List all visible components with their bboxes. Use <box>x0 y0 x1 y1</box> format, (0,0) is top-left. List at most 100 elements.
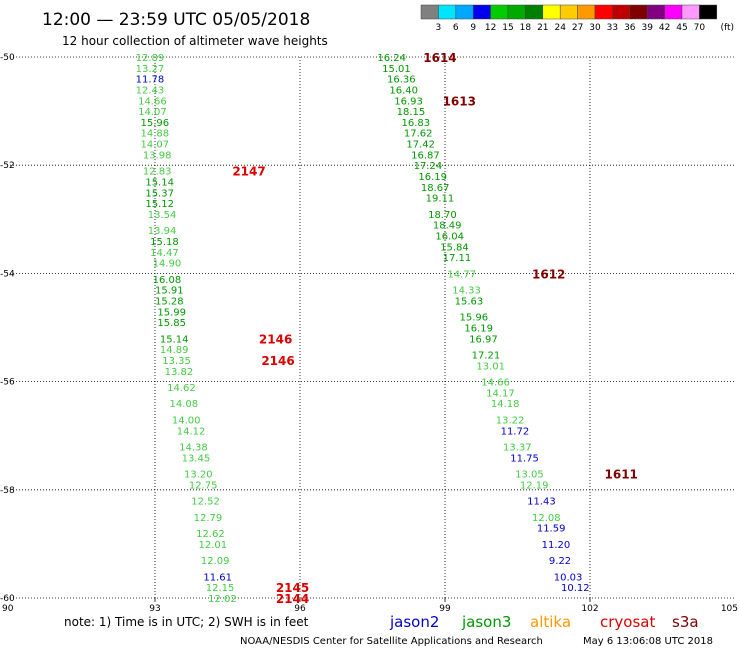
footer-note: note: 1) Time is in UTC; 2) SWH is in fe… <box>64 615 309 629</box>
swh-value: 16.97 <box>469 334 498 345</box>
colorbar-label: 6 <box>453 23 459 33</box>
swh-value: 11.78 <box>136 75 165 86</box>
swh-value: 14.66 <box>138 96 167 107</box>
swh-value: 12.43 <box>136 85 165 96</box>
plot-grid <box>10 56 735 599</box>
swh-value: 12.62 <box>196 529 225 540</box>
swh-value: 12.75 <box>189 480 218 491</box>
time-label: 1613 <box>443 94 476 108</box>
colorbar-label: 30 <box>589 23 601 33</box>
colorbar-label: 24 <box>554 23 566 33</box>
chart-subtitle: 12 hour collection of altimeter wave hei… <box>62 34 328 48</box>
swh-value: 12.15 <box>206 583 235 594</box>
swh-value: 15.01 <box>382 64 411 75</box>
colorbar-unit: (ft) <box>720 23 734 33</box>
swh-value: 13.82 <box>165 367 194 378</box>
swh-value: 11.72 <box>501 426 530 437</box>
swh-value: 15.14 <box>145 177 174 188</box>
swh-value: 13.22 <box>496 415 525 426</box>
colorbar-swatch <box>420 4 439 20</box>
y-tick-label: -58 <box>0 486 15 496</box>
swh-value: 18.70 <box>428 210 457 221</box>
swh-value: 12.02 <box>208 594 237 605</box>
swh-value: 12.19 <box>520 480 549 491</box>
swh-value: 16.40 <box>389 85 418 96</box>
colorbar-swatch <box>507 4 526 20</box>
time-label: 2146 <box>259 332 292 346</box>
swh-value: 12.08 <box>532 513 561 524</box>
satellite-legend-s3a: s3a <box>672 613 699 631</box>
colorbar-label: 45 <box>676 23 687 33</box>
swh-value: 13.05 <box>515 470 544 481</box>
swh-value: 19.11 <box>426 194 455 205</box>
swh-value: 14.62 <box>167 383 196 394</box>
swh-value: 14.00 <box>172 415 201 426</box>
colorbar-swatch <box>455 4 474 20</box>
swh-value: 18.49 <box>433 221 462 232</box>
swh-value: 14.08 <box>170 399 199 410</box>
swh-value: 15.37 <box>145 188 174 199</box>
swh-value: 17.62 <box>404 129 433 140</box>
swh-value: 14.90 <box>153 259 182 270</box>
credit-text: NOAA/NESDIS Center for Satellite Applica… <box>240 636 543 647</box>
swh-value: 16.36 <box>387 75 416 86</box>
chart-title: 12:00 — 23:59 UTC 05/05/2018 <box>42 10 310 30</box>
swh-value: 17.21 <box>472 351 501 362</box>
swh-value: 14.47 <box>150 248 179 259</box>
swh-value: 15.28 <box>155 296 184 307</box>
swh-value: 16.83 <box>402 118 431 129</box>
time-label: 1612 <box>532 267 565 281</box>
swh-value: 14.33 <box>452 286 481 297</box>
swh-value: 12.89 <box>136 53 165 64</box>
swh-value: 14.17 <box>486 388 515 399</box>
swh-value: 14.89 <box>160 345 189 356</box>
swh-value: 14.18 <box>491 399 520 410</box>
swh-value: 16.24 <box>377 53 406 64</box>
swh-value: 16.19 <box>464 324 493 335</box>
colorbar-swatch <box>490 4 509 20</box>
swh-value: 15.84 <box>440 242 469 253</box>
colorbar-swatch <box>577 4 596 20</box>
satellite-legend-jason2: jason2 <box>389 613 439 631</box>
colorbar-swatch <box>699 4 718 20</box>
x-tick-label: 105 <box>721 604 738 614</box>
colorbar-label: 27 <box>572 23 583 33</box>
satellite-legend-jason3: jason3 <box>461 613 511 631</box>
colorbar-swatch <box>664 4 683 20</box>
swh-value: 17.11 <box>443 253 472 264</box>
swh-value: 18.15 <box>397 107 426 118</box>
axis-ticks: 90 93 96 99 102 105 -50 -52 -54 -56 -58 -60 <box>0 53 738 614</box>
satellite-legend-cryosat: cryosat <box>600 613 655 631</box>
swh-value: 12.83 <box>143 167 172 178</box>
colorbar-label: 9 <box>470 23 476 33</box>
swh-points: 12.8913.2711.7812.4314.6614.0715.9614.88… <box>136 53 590 605</box>
colorbar-swatch <box>525 4 544 20</box>
time-label: 2146 <box>261 354 294 368</box>
swh-value: 15.99 <box>157 307 186 318</box>
satellite-legend: jason2 jason3 altika cryosat s3a <box>389 613 699 631</box>
swh-value: 17.42 <box>406 140 435 151</box>
swh-value: 11.75 <box>510 453 539 464</box>
swh-value: 15.63 <box>455 296 484 307</box>
y-tick-label: -50 <box>0 53 15 63</box>
swh-value: 15.85 <box>157 318 186 329</box>
swh-value: 12.09 <box>201 556 230 567</box>
swh-value: 11.61 <box>203 572 232 583</box>
swh-value: 14.12 <box>177 426 206 437</box>
swh-value: 13.27 <box>136 64 165 75</box>
y-tick-label: -56 <box>0 378 15 388</box>
swh-value: 16.04 <box>435 232 464 243</box>
swh-value: 13.01 <box>476 361 505 372</box>
y-tick-label: -60 <box>0 594 15 604</box>
swh-value: 14.38 <box>179 443 208 454</box>
swh-value: 10.03 <box>554 572 583 583</box>
colorbar-label: 12 <box>485 23 496 33</box>
swh-value: 11.59 <box>537 524 566 535</box>
x-tick-label: 90 <box>2 604 14 614</box>
swh-value: 13.35 <box>162 356 191 367</box>
swh-value: 11.20 <box>542 540 571 551</box>
time-label: 1614 <box>423 51 456 65</box>
swh-value: 16.93 <box>394 96 423 107</box>
